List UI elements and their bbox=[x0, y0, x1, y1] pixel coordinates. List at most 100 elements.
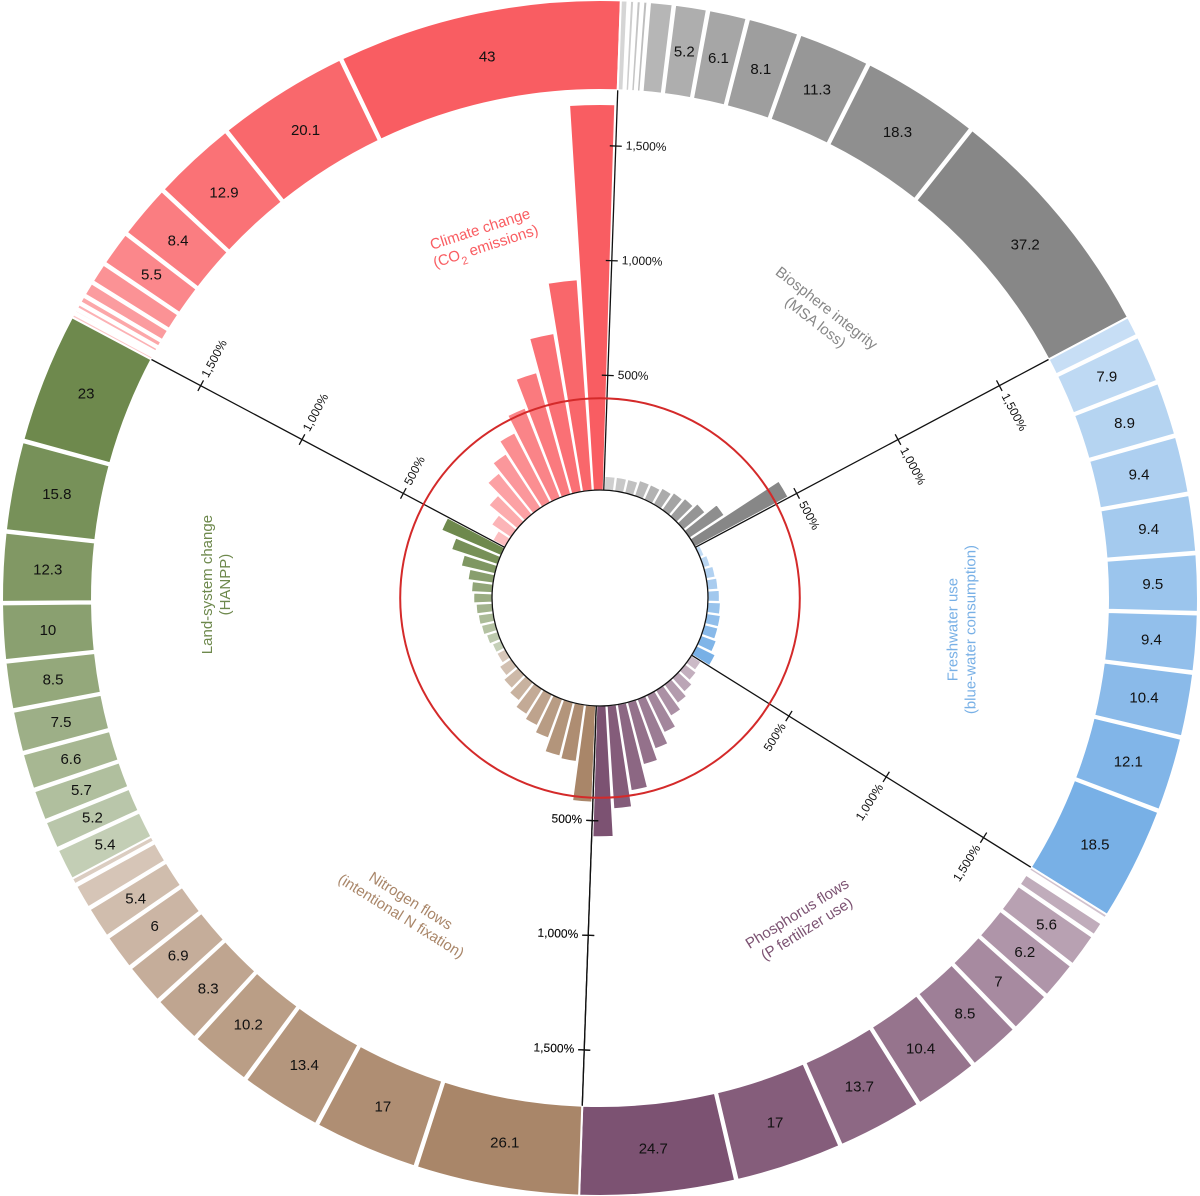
ring-segment-land-5 bbox=[4, 651, 103, 711]
ring-label-freshwater-1: 7.9 bbox=[1096, 369, 1117, 386]
ring-label-freshwater-5: 9.5 bbox=[1142, 576, 1163, 593]
radial-tick-label-land-2: 1,500% bbox=[198, 337, 230, 380]
ring-segment-nitrogen-1 bbox=[316, 1044, 444, 1168]
ring-label-nitrogen-2: 13.4 bbox=[290, 1057, 319, 1074]
ring-segment-biosphere-5 bbox=[662, 3, 709, 100]
ring-label-land-1: 5.2 bbox=[82, 810, 103, 827]
ring-label-land-6: 10 bbox=[40, 622, 57, 639]
group-title-phosphorus: Phosphorus flows(P fertilizer use) bbox=[743, 875, 862, 967]
ring-segment-phosphorus-5 bbox=[951, 935, 1047, 1030]
radial-tick-label-phosphorus-2: 1,500% bbox=[533, 1040, 574, 1055]
ring-label-climate-7: 8.4 bbox=[168, 232, 189, 249]
ring-segment-climate-8 bbox=[162, 130, 284, 253]
ring-segment-freshwater-0 bbox=[1047, 315, 1139, 376]
ring-segment-freshwater-5 bbox=[1105, 553, 1199, 613]
ring-segment-phosphorus-8 bbox=[804, 1027, 920, 1147]
ring-label-land-2: 5.7 bbox=[71, 782, 92, 799]
ring-label-phosphorus-3: 5.6 bbox=[1036, 916, 1057, 933]
ring-label-nitrogen-7: 5.4 bbox=[125, 890, 146, 907]
radial-tick-biosphere-0 bbox=[793, 487, 801, 500]
ring-segment-climate-2 bbox=[75, 302, 159, 353]
radial-axis-land bbox=[151, 358, 505, 548]
ring-segment-biosphere-8 bbox=[769, 33, 869, 146]
bar-freshwater-5 bbox=[706, 601, 722, 615]
ring-label-freshwater-9: 18.5 bbox=[1080, 837, 1109, 854]
ring-segment-phosphorus-4 bbox=[978, 909, 1073, 997]
ring-label-phosphorus-8: 13.7 bbox=[845, 1078, 874, 1095]
ring-segment-land-7 bbox=[1, 531, 97, 603]
ring-label-nitrogen-4: 8.3 bbox=[198, 980, 219, 997]
ring-label-climate-9: 20.1 bbox=[291, 122, 320, 139]
radial-tick-label-freshwater-0: 500% bbox=[761, 720, 789, 754]
ring-segment-nitrogen-4 bbox=[157, 939, 257, 1039]
bar-land-4 bbox=[475, 602, 494, 615]
ring-label-biosphere-10: 37.2 bbox=[1011, 236, 1040, 253]
radial-axis-biosphere bbox=[695, 358, 1049, 548]
ring-segment-freshwater-2 bbox=[1072, 381, 1177, 461]
radial-tick-label-land-0: 500% bbox=[401, 454, 428, 488]
radial-tick-freshwater-2 bbox=[979, 832, 988, 844]
ring-segment-land-6 bbox=[1, 602, 96, 662]
ring-label-nitrogen-5: 6.9 bbox=[168, 948, 189, 965]
group-title-land: Land-system change(HANPP) bbox=[199, 515, 234, 654]
group-title-nitrogen: Nitrogen flows(intentional N fixation) bbox=[335, 856, 477, 963]
ring-label-land-9: 23 bbox=[78, 386, 95, 403]
baseline-layer bbox=[399, 397, 801, 799]
group-title-main-freshwater: Freshwater use bbox=[945, 578, 962, 681]
ring-label-freshwater-7: 10.4 bbox=[1129, 689, 1158, 706]
ring-label-phosphorus-6: 8.5 bbox=[955, 1005, 976, 1022]
bar-freshwater-4 bbox=[707, 589, 721, 603]
ring-segment-land-4 bbox=[11, 693, 111, 754]
ring-label-climate-10: 43 bbox=[479, 49, 496, 66]
ring-segment-phosphorus-6 bbox=[916, 963, 1016, 1066]
ring-label-biosphere-7: 8.1 bbox=[750, 61, 771, 78]
ring-label-biosphere-6: 6.1 bbox=[708, 50, 729, 67]
ring-label-phosphorus-7: 10.4 bbox=[906, 1041, 935, 1058]
radial-tick-freshwater-0 bbox=[785, 710, 793, 722]
ring-segment-phosphorus-2 bbox=[1018, 873, 1103, 937]
ring-label-phosphorus-9: 17 bbox=[767, 1115, 784, 1132]
ring-label-freshwater-6: 9.4 bbox=[1141, 632, 1162, 649]
ring-label-freshwater-3: 9.4 bbox=[1129, 466, 1150, 483]
ring-label-biosphere-8: 11.3 bbox=[803, 81, 831, 98]
radial-tick-label-nitrogen-2: 1,500% bbox=[533, 1040, 574, 1055]
ring-label-land-8: 15.8 bbox=[42, 486, 71, 503]
radial-axis-nitrogen bbox=[581, 705, 597, 1106]
ring-segment-land-9 bbox=[22, 315, 153, 465]
radial-tick-land-0 bbox=[399, 487, 407, 500]
ring-label-climate-8: 12.9 bbox=[209, 184, 238, 201]
radial-tick-label-nitrogen-1: 1,000% bbox=[537, 926, 578, 941]
ring-segment-climate-4 bbox=[83, 281, 170, 342]
ring-segment-freshwater-1 bbox=[1055, 335, 1159, 415]
ring-segment-biosphere-4 bbox=[641, 1, 674, 95]
ring-label-phosphorus-5: 7 bbox=[994, 973, 1002, 990]
ring-segment-land-1 bbox=[44, 787, 140, 850]
ring-segment-freshwater-8 bbox=[1073, 716, 1183, 812]
ring-segment-phosphorus-7 bbox=[870, 993, 974, 1105]
radial-tick-label-climate-2: 1,500% bbox=[626, 139, 667, 154]
ring-segment-land-3 bbox=[21, 729, 120, 791]
radial-tick-label-phosphorus-1: 1,000% bbox=[537, 926, 578, 941]
ring-segment-land-0 bbox=[56, 811, 153, 881]
group-title-biosphere: Biosphere integrity(MSA loss) bbox=[761, 263, 881, 367]
ring-segment-nitrogen-6 bbox=[106, 885, 202, 969]
radial-tick-label-land-1: 1,000% bbox=[300, 391, 332, 434]
group-title-main-land: Land-system change bbox=[199, 515, 216, 654]
radial-tick-freshwater-1 bbox=[882, 771, 890, 783]
inner-bars-layer bbox=[440, 103, 789, 838]
ring-segment-climate-9 bbox=[225, 58, 381, 203]
ring-segment-nitrogen-3 bbox=[194, 971, 300, 1080]
ring-label-freshwater-4: 9.4 bbox=[1138, 521, 1159, 538]
ring-label-biosphere-5: 5.2 bbox=[674, 43, 695, 60]
inner-hole bbox=[491, 489, 709, 707]
radial-axis-climate bbox=[603, 90, 619, 491]
radial-axis-freshwater bbox=[691, 654, 1032, 868]
ring-segment-climate-1 bbox=[73, 308, 157, 357]
radial-tick-label-climate-1: 1,000% bbox=[622, 253, 663, 268]
ring-segment-phosphorus-1 bbox=[1025, 870, 1106, 923]
ring-segment-biosphere-9 bbox=[827, 63, 972, 201]
radial-tick-label-biosphere-1: 1,000% bbox=[897, 445, 929, 488]
ring-segment-climate-5 bbox=[91, 263, 180, 331]
